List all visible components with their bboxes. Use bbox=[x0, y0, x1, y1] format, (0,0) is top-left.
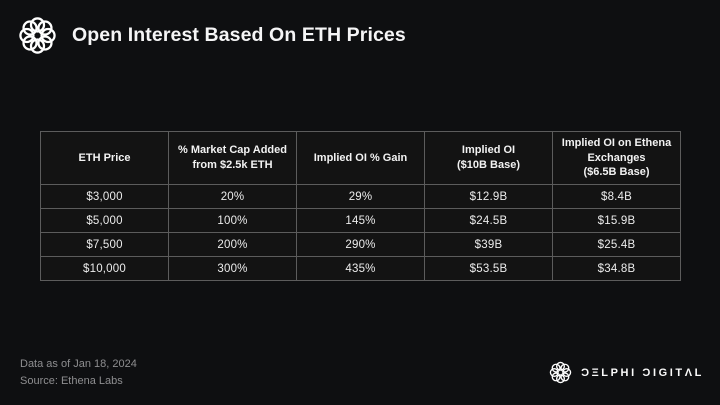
table-header-row: ETH Price % Market Cap Added from $2.5k … bbox=[40, 131, 681, 185]
cell-market-cap-added: 300% bbox=[168, 256, 297, 281]
cell-eth-price: $7,500 bbox=[40, 232, 169, 257]
cell-market-cap-added: 200% bbox=[168, 232, 297, 257]
delphi-knot-icon bbox=[549, 361, 572, 384]
cell-eth-price: $10,000 bbox=[40, 256, 169, 281]
cell-market-cap-added: 100% bbox=[168, 208, 297, 233]
column-header-eth-price: ETH Price bbox=[40, 131, 169, 185]
slide-header: Open Interest Based On ETH Prices bbox=[18, 16, 406, 55]
cell-implied-oi: $24.5B bbox=[424, 208, 553, 233]
cell-implied-oi-ethena: $25.4B bbox=[552, 232, 681, 257]
delphi-knot-icon bbox=[19, 17, 56, 54]
table-row: $10,000 300% 435% $53.5B $34.8B bbox=[40, 256, 681, 281]
oi-table: ETH Price % Market Cap Added from $2.5k … bbox=[40, 131, 681, 281]
oi-table-container: ETH Price % Market Cap Added from $2.5k … bbox=[40, 131, 681, 281]
cell-implied-oi: $53.5B bbox=[424, 256, 553, 281]
column-header-implied-oi: Implied OI ($10B Base) bbox=[424, 131, 553, 185]
source-label: Source: Ethena Labs bbox=[20, 375, 123, 387]
cell-implied-oi-ethena: $8.4B bbox=[552, 184, 681, 209]
table-row: $7,500 200% 290% $39B $25.4B bbox=[40, 232, 681, 257]
cell-implied-oi: $39B bbox=[424, 232, 553, 257]
column-header-implied-oi-gain: Implied OI % Gain bbox=[296, 131, 425, 185]
column-header-market-cap-added: % Market Cap Added from $2.5k ETH bbox=[168, 131, 297, 185]
cell-implied-oi-ethena: $34.8B bbox=[552, 256, 681, 281]
cell-eth-price: $3,000 bbox=[40, 184, 169, 209]
cell-implied-oi-gain: 290% bbox=[296, 232, 425, 257]
table-row: $5,000 100% 145% $24.5B $15.9B bbox=[40, 208, 681, 233]
table-row: $3,000 20% 29% $12.9B $8.4B bbox=[40, 184, 681, 209]
cell-implied-oi-ethena: $15.9B bbox=[552, 208, 681, 233]
cell-implied-oi-gain: 435% bbox=[296, 256, 425, 281]
delphi-digital-wordmark: ƆΞLPHI ƆIGITΛL bbox=[581, 366, 704, 379]
cell-implied-oi: $12.9B bbox=[424, 184, 553, 209]
delphi-digital-brand: ƆΞLPHI ƆIGITΛL bbox=[549, 361, 704, 384]
cell-implied-oi-gain: 29% bbox=[296, 184, 425, 209]
data-as-of-label: Data as of Jan 18, 2024 bbox=[20, 358, 137, 370]
cell-market-cap-added: 20% bbox=[168, 184, 297, 209]
page-title: Open Interest Based On ETH Prices bbox=[72, 24, 406, 46]
column-header-implied-oi-ethena: Implied OI on Ethena Exchanges ($6.5B Ba… bbox=[552, 131, 681, 185]
cell-implied-oi-gain: 145% bbox=[296, 208, 425, 233]
cell-eth-price: $5,000 bbox=[40, 208, 169, 233]
footnote: Data as of Jan 18, 2024 Source: Ethena L… bbox=[20, 356, 137, 390]
